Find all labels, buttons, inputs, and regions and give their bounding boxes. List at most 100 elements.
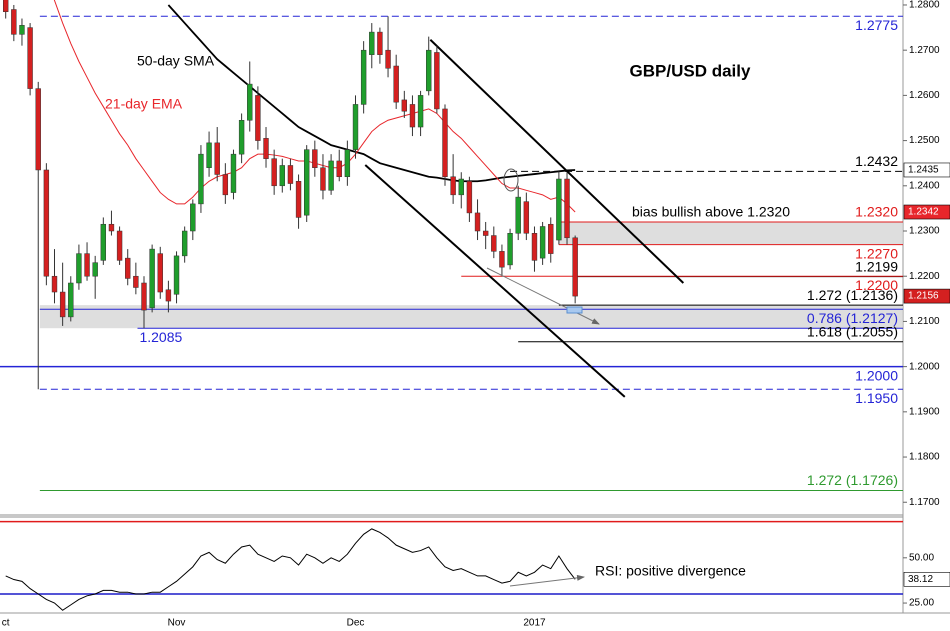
price-tag-label: 1.2156 bbox=[908, 291, 939, 302]
rsi-tick-label: 50.00 bbox=[909, 552, 934, 563]
candle-body bbox=[206, 142, 212, 168]
price-tag bbox=[903, 572, 950, 587]
candle-body bbox=[214, 142, 220, 175]
price-tag-label: 1.2342 bbox=[908, 207, 939, 218]
candle-body bbox=[238, 119, 245, 155]
candle-body bbox=[165, 289, 172, 302]
level-label: 1.2270 bbox=[855, 245, 898, 261]
highlight-ellipse bbox=[503, 168, 519, 192]
y-tick-label: 1.1700 bbox=[909, 497, 940, 508]
candle-body bbox=[295, 181, 302, 218]
candle-body bbox=[68, 282, 74, 318]
price-tag-label: 1.2435 bbox=[908, 165, 939, 176]
candle-body bbox=[417, 95, 424, 128]
x-tick-label: ct bbox=[2, 618, 10, 629]
candle-body bbox=[230, 153, 237, 193]
candle-body bbox=[222, 174, 229, 196]
candle-body bbox=[263, 138, 269, 159]
candle-body bbox=[76, 253, 82, 284]
candle-body bbox=[426, 49, 432, 92]
level-label: 1.2199 bbox=[855, 258, 898, 274]
candle-body bbox=[409, 104, 416, 128]
candle-body bbox=[11, 9, 17, 35]
candle-body bbox=[450, 176, 456, 196]
candle-body bbox=[59, 291, 66, 318]
candle-body bbox=[328, 160, 334, 191]
candle-body bbox=[474, 212, 481, 232]
divergence-arrow bbox=[486, 267, 600, 325]
candle-body bbox=[385, 49, 391, 69]
candle-body bbox=[564, 178, 570, 239]
indicator-line bbox=[53, 0, 576, 213]
rsi-line bbox=[5, 528, 576, 611]
rsi-tick-label: 25.00 bbox=[909, 598, 934, 609]
level-label: 0.786 (1.2127) bbox=[807, 310, 898, 326]
candle-body bbox=[515, 196, 521, 234]
candle-body bbox=[352, 104, 359, 150]
y-tick-label: 1.1900 bbox=[909, 406, 940, 417]
candle-body bbox=[539, 226, 546, 259]
x-tick-label: Nov bbox=[168, 618, 186, 629]
candle-body bbox=[393, 65, 399, 103]
candle-body bbox=[466, 181, 473, 214]
price-tag-label: 38.12 bbox=[908, 574, 933, 585]
candle-body bbox=[157, 253, 163, 293]
candle-body bbox=[312, 149, 318, 168]
level-label: 1.2200 bbox=[855, 277, 898, 293]
candle-body bbox=[344, 149, 351, 178]
zone bbox=[558, 221, 903, 245]
level-label: 1.1950 bbox=[855, 390, 898, 406]
y-tick-label: 1.2700 bbox=[909, 45, 940, 56]
candle-body bbox=[377, 31, 383, 55]
candle-body bbox=[271, 158, 277, 187]
y-tick-label: 1.2500 bbox=[909, 135, 940, 146]
annotation: bias bullish above 1.2320 bbox=[632, 204, 790, 220]
candle-body bbox=[190, 203, 196, 232]
y-tick-label: 1.2300 bbox=[909, 226, 940, 237]
price-tag bbox=[903, 204, 950, 220]
sma-label: 50-day SMA bbox=[137, 53, 215, 69]
candle-body bbox=[133, 275, 139, 288]
candle-body bbox=[482, 230, 489, 236]
level-label: 1.272 (1.2136) bbox=[807, 287, 898, 303]
rsi-pane bbox=[0, 520, 903, 611]
trendline bbox=[364, 164, 626, 398]
candle-body bbox=[548, 223, 554, 254]
candle-body bbox=[27, 27, 33, 89]
level-label: 1.2320 bbox=[855, 204, 898, 220]
candle-body bbox=[491, 235, 497, 252]
candle-body bbox=[442, 108, 448, 178]
candle-body bbox=[51, 275, 58, 293]
candle-body bbox=[458, 178, 464, 196]
price-tag bbox=[903, 288, 950, 304]
level-label: 1.2775 bbox=[855, 17, 898, 33]
y-tick-label: 1.1800 bbox=[909, 452, 940, 463]
level-label: 1.618 (1.2055) bbox=[807, 323, 898, 339]
candle-body bbox=[247, 83, 253, 121]
candle-body bbox=[3, 0, 9, 13]
candle-body bbox=[499, 251, 505, 268]
level-label: 1.2432 bbox=[855, 153, 898, 169]
candle-body bbox=[100, 223, 107, 261]
y-tick-label: 1.2800 bbox=[909, 0, 940, 11]
candle-body bbox=[336, 160, 342, 178]
candle-body bbox=[108, 223, 115, 232]
candle-body bbox=[116, 230, 123, 261]
candle-body bbox=[35, 88, 41, 171]
candle-body bbox=[320, 167, 326, 191]
candle-body bbox=[255, 95, 261, 141]
rsi-divergence-arrow bbox=[509, 574, 585, 587]
x-tick-label: Dec bbox=[347, 618, 365, 629]
candle-body bbox=[523, 201, 530, 234]
candle-body bbox=[141, 282, 147, 311]
chart-title: GBP/USD daily bbox=[630, 61, 751, 80]
candle-body bbox=[507, 233, 513, 266]
candle-body bbox=[531, 233, 538, 261]
price-tag bbox=[903, 162, 950, 178]
candle-body bbox=[181, 230, 188, 257]
candle-body bbox=[19, 25, 25, 35]
level-label: 1.272 (1.1726) bbox=[807, 472, 898, 488]
candle-body bbox=[84, 253, 90, 277]
x-tick-label: 2017 bbox=[523, 618, 546, 629]
annotation: RSI: positive divergence bbox=[595, 563, 746, 579]
